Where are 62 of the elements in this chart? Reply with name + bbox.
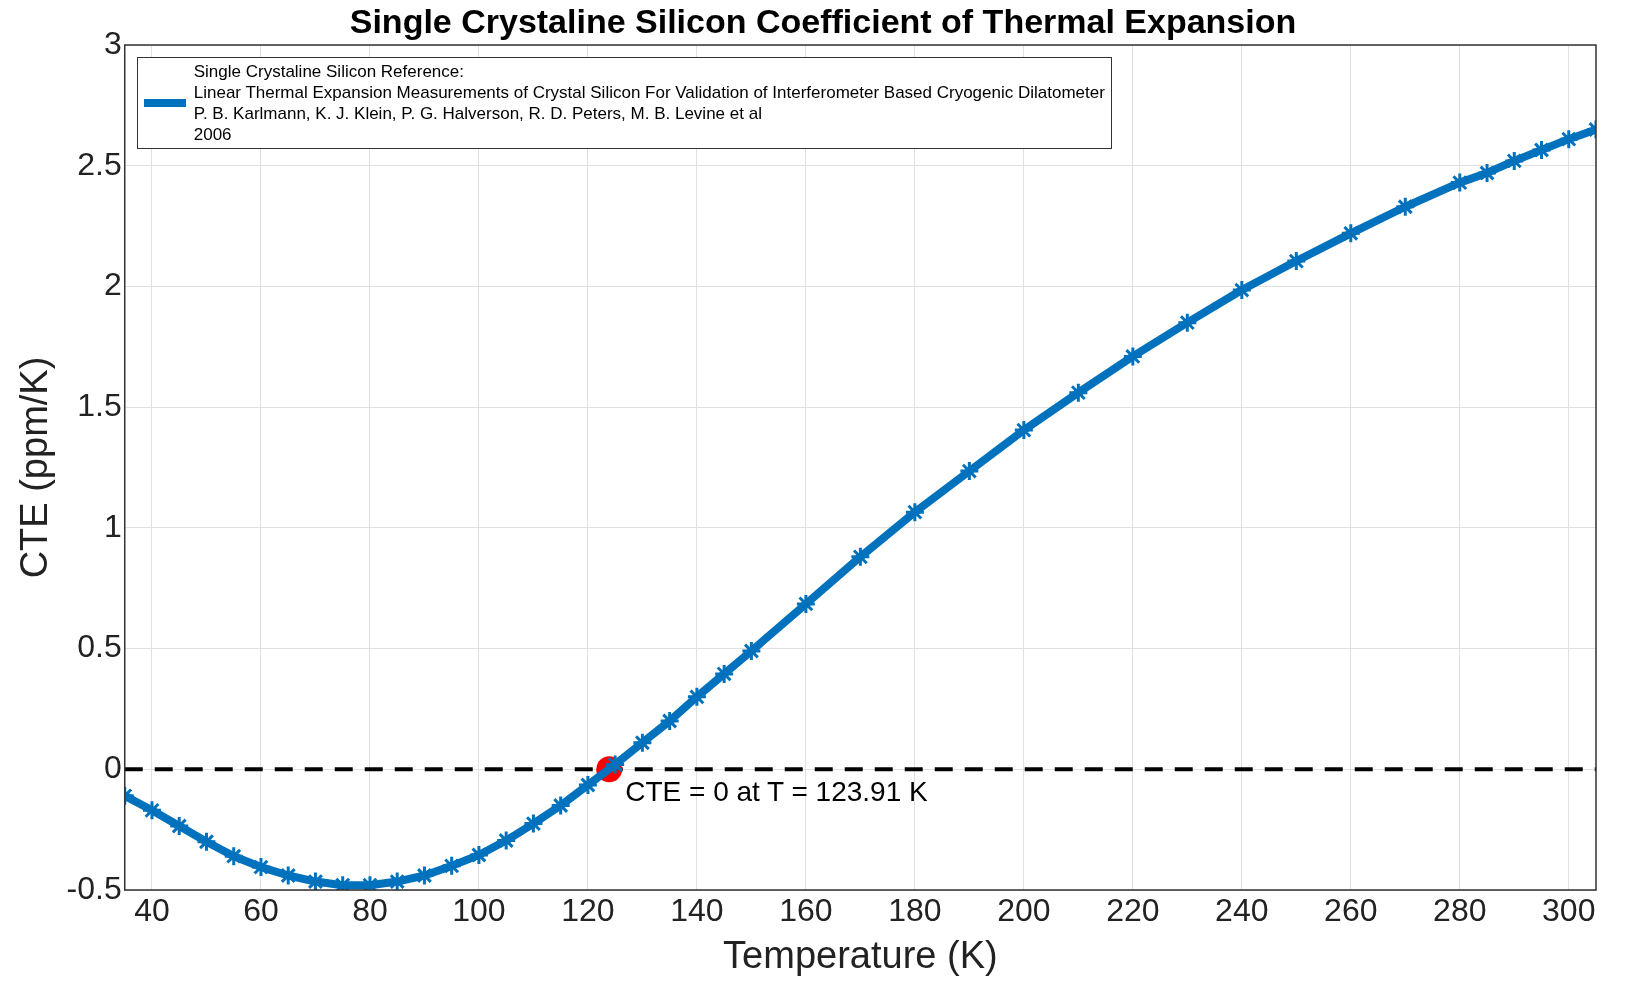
x-tick-label: 240	[1215, 892, 1269, 929]
x-tick-label: 80	[352, 892, 388, 929]
point	[631, 732, 653, 754]
point	[522, 813, 544, 835]
point	[1531, 139, 1553, 161]
x-tick-label: 220	[1106, 892, 1160, 929]
point	[849, 546, 871, 568]
x-tick-label: 140	[670, 892, 724, 929]
annotation: CTE = 0 at T = 123.91 K	[625, 776, 929, 807]
x-tick-label: 60	[243, 892, 279, 929]
y-axis-title: CTE (ppm/K)	[13, 356, 56, 579]
y-tick-label: 0.5	[77, 628, 122, 665]
point	[686, 686, 708, 708]
x-axis-title: Temperature (K)	[723, 933, 998, 976]
point	[195, 831, 217, 853]
point	[386, 871, 408, 890]
point	[1340, 222, 1362, 244]
point	[713, 663, 735, 685]
point	[223, 845, 245, 867]
point	[441, 855, 463, 877]
point	[1067, 382, 1089, 404]
chart-title: Single Crystaline Silicon Coefficient of Thermal Expansion	[349, 2, 1297, 40]
x-tick-label: 300	[1542, 892, 1596, 929]
point	[1122, 345, 1144, 367]
point	[795, 593, 817, 615]
point	[550, 795, 572, 816]
point	[1449, 172, 1471, 194]
legend-label: Single Crystaline Silicon Reference: Linear Thermal Expansion Measurements of Crystal Silicon For Validation of Interferometer Based Cryogenic Dilatometer P. B. Karlmann, K. J. Klein, P. G. Halverson, R. D. Peters, M. B. Levine et al 2006	[193, 61, 1105, 145]
point	[1476, 162, 1498, 184]
point	[1503, 150, 1525, 172]
point	[1558, 128, 1580, 150]
x-tick-label: 260	[1324, 892, 1378, 929]
point	[1231, 279, 1253, 301]
x-tick-label: 120	[561, 892, 615, 929]
x-tick-label: 40	[134, 892, 170, 929]
point	[958, 460, 980, 482]
x-tick-label: 180	[888, 892, 942, 929]
y-tick-label: 0	[103, 749, 122, 786]
point	[141, 799, 163, 821]
point	[659, 710, 681, 732]
point	[277, 865, 299, 887]
x-tick-label: 280	[1433, 892, 1487, 929]
point	[1394, 196, 1416, 218]
x-tick-label: 160	[779, 892, 833, 929]
point	[1176, 312, 1198, 334]
y-tick-label: 1.5	[77, 386, 122, 423]
y-tick-label: -0.5	[66, 869, 122, 906]
point	[577, 774, 599, 796]
y-tick-label: 2.5	[77, 145, 122, 182]
y-tick-label: 2	[103, 266, 122, 303]
point	[250, 856, 272, 878]
x-tick-label: 100	[452, 892, 506, 929]
point	[468, 844, 490, 866]
y-tick-label: 1	[103, 507, 122, 544]
point	[1013, 419, 1035, 441]
y-tick-label: 3	[103, 24, 122, 61]
point	[495, 830, 517, 852]
point	[740, 640, 762, 662]
x-tick-label: 200	[997, 892, 1051, 929]
point	[904, 501, 926, 523]
point	[168, 815, 190, 837]
point	[1285, 250, 1307, 272]
